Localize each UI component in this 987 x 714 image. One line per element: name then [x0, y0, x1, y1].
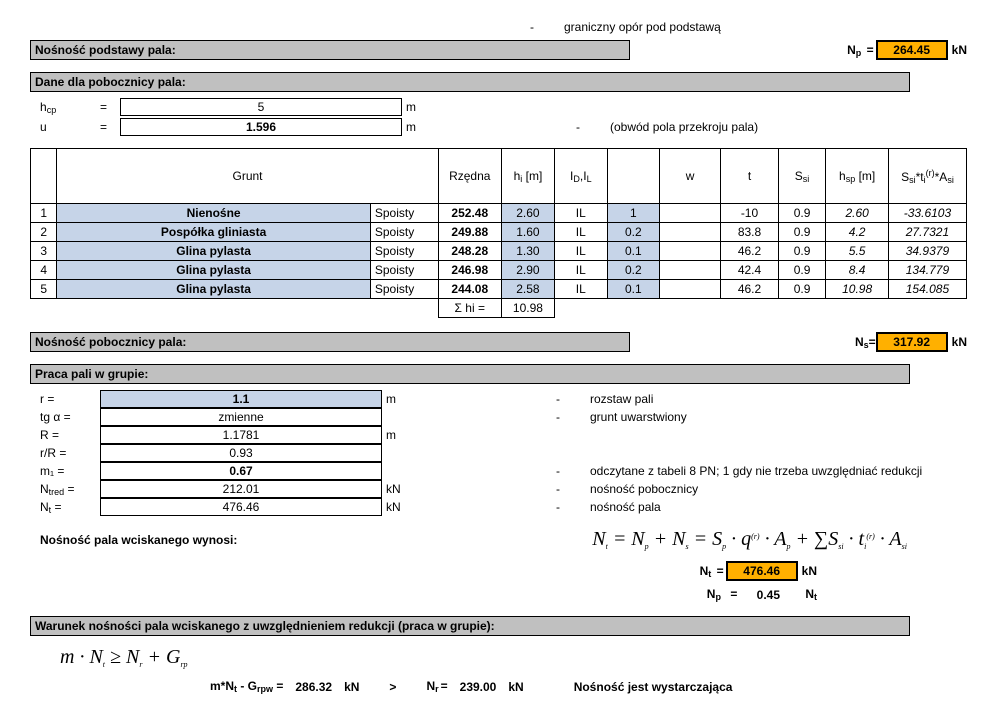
- u-note: (obwód pola przekroju pala): [610, 120, 758, 134]
- verdict: Nośność jest wystarczająca: [574, 680, 733, 694]
- col-idil: ID,IL: [555, 149, 608, 204]
- col-il-blank: [607, 149, 659, 204]
- col-ssi: Ssi: [778, 149, 826, 204]
- u-value: 1.596: [120, 118, 402, 136]
- np2-rhs: Nt: [805, 587, 817, 602]
- hcp-unit: m: [402, 100, 436, 114]
- np2-value: 0.45: [743, 588, 793, 602]
- col-grunt: Grunt: [57, 149, 438, 204]
- section-header-check: Warunek nośności pala wciskanego z uwzgl…: [30, 616, 910, 636]
- col-t: t: [721, 149, 778, 204]
- param-row: tg α =zmienne-grunt uwarstwiony: [40, 408, 967, 426]
- np-unit: kN: [952, 43, 967, 57]
- table-row: 1NienośneSpoisty252.482.60IL1-100.92.60-…: [31, 204, 967, 223]
- section-header-side: Nośność pobocznicy pala:: [30, 332, 630, 352]
- check-left-val: 286.32: [295, 680, 332, 694]
- np2-label: Np =: [707, 587, 744, 602]
- gt: >: [389, 680, 396, 694]
- col-hsp: hsp [m]: [826, 149, 889, 204]
- table-row: 2Pospółka gliniastaSpoisty249.881.60IL0.…: [31, 223, 967, 242]
- ns-label: Ns=: [855, 335, 876, 350]
- u-label: u: [40, 120, 100, 134]
- col-hi: hi [m]: [501, 149, 554, 204]
- formula-label: Nośność pala wciskanego wynosi:: [40, 533, 237, 547]
- col-rzedna: Rzędna: [438, 149, 501, 204]
- nt-unit: kN: [802, 564, 817, 578]
- table-row: 5Glina pylastaSpoisty244.082.58IL0.146.2…: [31, 280, 967, 299]
- soil-table: Grunt Rzędna hi [m] ID,IL w t Ssi hsp [m…: [30, 148, 967, 318]
- u-unit: m: [402, 120, 436, 134]
- nt-value: 476.46: [726, 561, 798, 581]
- param-row: Ntred =212.01kN-nośność pobocznicy: [40, 480, 967, 498]
- param-row: r =1.1m-rozstaw pali: [40, 390, 967, 408]
- param-row: m₁ =0.67-odczytane z tabeli 8 PN; 1 gdy …: [40, 462, 967, 480]
- table-row: 4Glina pylastaSpoisty246.982.90IL0.242.4…: [31, 261, 967, 280]
- dash: -: [530, 20, 534, 34]
- table-row: 3Glina pylastaSpoisty248.281.30IL0.146.2…: [31, 242, 967, 261]
- param-row: R =1.1781m: [40, 426, 967, 444]
- section-header-side-data: Dane dla pobocznicy pala:: [30, 72, 910, 92]
- param-row: Nt =476.46kN-nośność pala: [40, 498, 967, 516]
- dash: -: [576, 120, 580, 134]
- top-note: graniczny opór pod podstawą: [564, 20, 721, 34]
- eq: =: [100, 100, 120, 114]
- col-last: Ssi*ti(r)*Asi: [888, 149, 966, 204]
- ns-value: 317.92: [876, 332, 948, 352]
- eq: =: [100, 120, 120, 134]
- sum-label: Σ hi =: [438, 299, 501, 318]
- check-right-label: Nr=: [426, 679, 447, 694]
- section-header-group: Praca pali w grupie:: [30, 364, 910, 384]
- section-header-base: Nośność podstawy pala:: [30, 40, 630, 60]
- np-value: 264.45: [876, 40, 948, 60]
- np-label: Np =: [847, 43, 876, 58]
- hcp-value: 5: [120, 98, 402, 116]
- hcp-label: hcp: [40, 100, 100, 115]
- check-right-val: 239.00: [460, 680, 497, 694]
- col-w: w: [659, 149, 720, 204]
- check-left-label: m*Nt - Grpw =: [210, 679, 283, 694]
- check-right-unit: kN: [508, 680, 523, 694]
- param-row: r/R =0.93: [40, 444, 967, 462]
- ns-unit: kN: [952, 335, 967, 349]
- nt-label: Nt =: [700, 564, 726, 579]
- sum-value: 10.98: [501, 299, 554, 318]
- check-left-unit: kN: [344, 680, 359, 694]
- inequality: m · Nt ≥ Nr + Grp: [60, 646, 967, 669]
- nt-formula: Nt = Np + Ns = Sp · q(r) · Ap + ∑Ssi · t…: [592, 528, 907, 551]
